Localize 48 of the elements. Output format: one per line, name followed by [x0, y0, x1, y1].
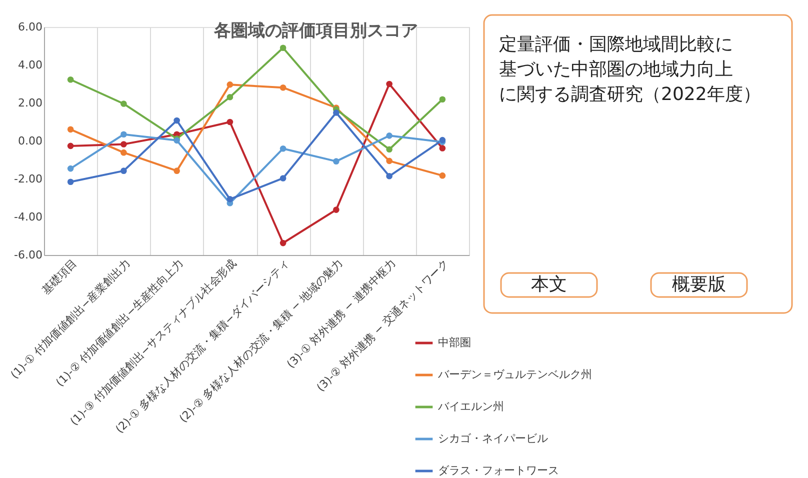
point: [226, 196, 234, 202]
point: [67, 165, 74, 172]
point: [333, 158, 340, 164]
y-tick-label: 0.00: [18, 134, 42, 148]
point: [439, 172, 446, 179]
point: [386, 172, 392, 180]
point: [386, 146, 392, 153]
chart-title: 各圏域の評価項目別スコア: [213, 21, 418, 41]
point: [174, 117, 180, 124]
point: [67, 142, 74, 150]
y-tick-label: -2.00: [14, 172, 42, 186]
point: [120, 131, 127, 138]
point: [280, 44, 286, 52]
point: [386, 132, 392, 139]
point: [226, 118, 234, 126]
point: [386, 158, 392, 164]
text: 本文: [531, 274, 567, 295]
point: [67, 178, 74, 186]
point: [280, 145, 286, 152]
y-tick-label: 6.00: [18, 20, 42, 34]
legend-label: シカゴ・ネイパービル: [438, 432, 548, 445]
text: 定量評価・国際地域間比較に基づいた中部圏の地域力向上に関する調査研究（2022年度）: [499, 34, 761, 105]
y-tick-label: 4.00: [18, 58, 42, 72]
y-tick-label: -4.00: [14, 210, 42, 224]
point: [386, 80, 392, 88]
point: [67, 126, 74, 133]
point: [333, 206, 340, 213]
legend-label: バイエルン州: [437, 400, 504, 413]
legend-label: バーデン＝ヴュルテンベルク州: [437, 368, 592, 381]
y-tick-label: 2.00: [18, 96, 42, 110]
point: [120, 100, 127, 107]
point: [280, 175, 286, 182]
text: 概要版: [672, 274, 726, 295]
y-tick-label: -6.00: [14, 248, 42, 262]
legend-label: ダラス・フォートワース: [438, 464, 559, 477]
point: [67, 76, 74, 83]
point: [280, 240, 286, 246]
point: [226, 94, 234, 100]
point: [120, 168, 127, 174]
point: [120, 141, 127, 148]
point: [280, 84, 286, 91]
point: [439, 145, 446, 152]
point: [174, 168, 180, 174]
point: [439, 96, 446, 103]
point: [333, 110, 340, 116]
legend-label: 中部圏: [438, 336, 471, 349]
point: [120, 149, 127, 156]
point: [226, 81, 234, 88]
